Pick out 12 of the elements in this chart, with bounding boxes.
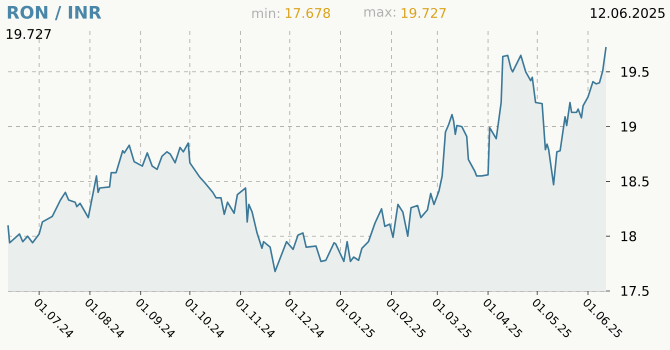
text: min: [252, 8, 280, 18]
chart-title: RON / INR [8, 6, 102, 20]
text: max: [364, 9, 396, 17]
y-tick-label: 19 [622, 122, 636, 132]
text: 19.727 [402, 8, 446, 18]
y-tick-label: 18.5 [622, 176, 649, 186]
y-tick-label: 18 [622, 231, 636, 242]
y-tick-label: 17.5 [622, 286, 649, 296]
annotation: 19.727 [6, 28, 51, 40]
text: 12.06.2025 [590, 8, 665, 18]
text: 17.678 [286, 8, 330, 18]
y-tick-label: 19.5 [622, 66, 649, 77]
